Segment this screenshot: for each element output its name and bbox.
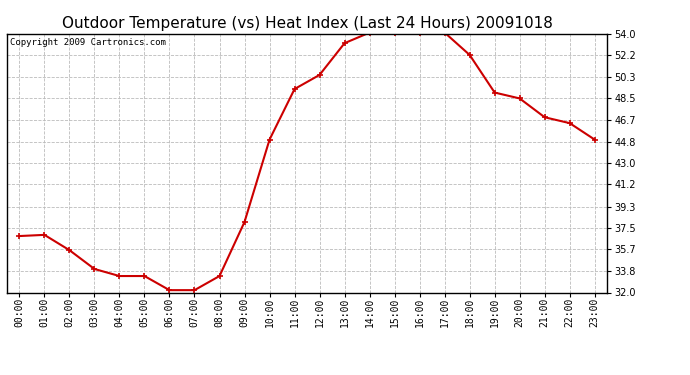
- Text: Copyright 2009 Cartronics.com: Copyright 2009 Cartronics.com: [10, 38, 166, 46]
- Title: Outdoor Temperature (vs) Heat Index (Last 24 Hours) 20091018: Outdoor Temperature (vs) Heat Index (Las…: [61, 16, 553, 31]
